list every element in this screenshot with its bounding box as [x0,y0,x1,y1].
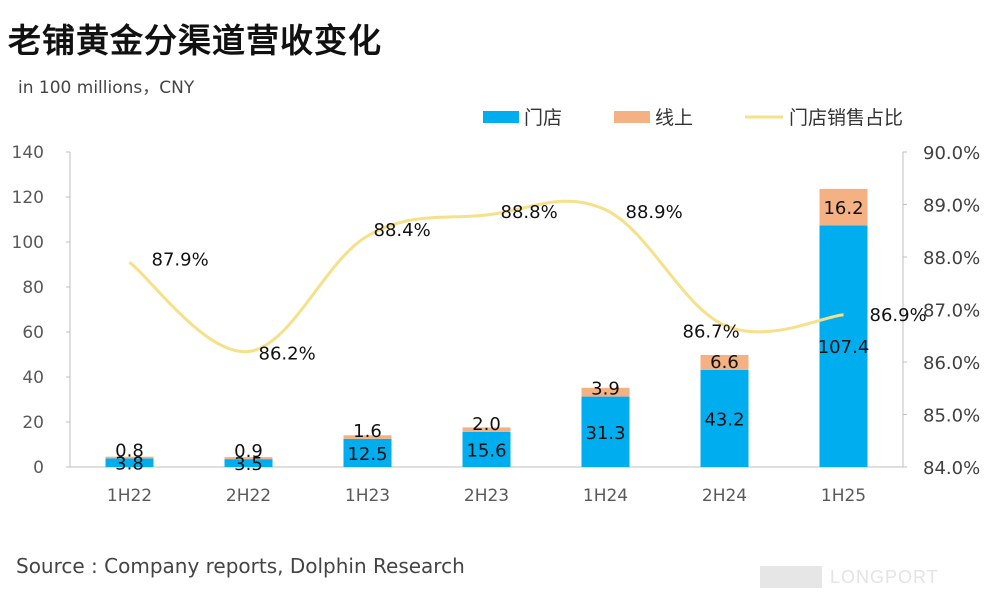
bar-online [819,188,868,226]
line-data-label: 86.9% [870,305,927,326]
y-right-tick-label: 85.0% [923,406,980,427]
line-data-label: 88.9% [626,202,683,223]
y-left-tick-label: 120 [12,188,44,208]
bar-label-online: 0.9 [234,441,263,462]
y-right-tick-label: 87.0% [923,301,980,322]
line-data-label: 88.8% [501,202,558,223]
y-left-tick-label: 100 [12,233,44,253]
bar-label-online: 0.8 [115,440,144,461]
y-right-tick-label: 86.0% [923,353,980,374]
bar-store [343,438,392,467]
bar-label-online: 16.2 [823,198,863,219]
y-left-tick-label: 0 [33,458,44,478]
source-note: Source : Company reports, Dolphin Resear… [16,554,465,578]
y-left-tick-label: 140 [12,143,44,163]
bar-label-store: 31.3 [585,423,625,444]
bar-label-store: 15.6 [466,440,506,461]
bar-store [105,458,154,467]
bar-label-store: 107.4 [818,337,870,358]
bar-label-online: 6.6 [710,352,739,373]
bar-online [224,457,273,460]
bar-online [462,427,511,432]
y-left-tick-label: 40 [22,368,44,388]
legend-swatch [483,111,519,123]
x-tick-label: 1H25 [821,486,866,506]
x-tick-label: 1H22 [107,486,152,506]
unit-subtitle: in 100 millions，CNY [18,78,195,98]
bar-label-online: 3.9 [591,379,620,400]
legend-label: 线上 [655,107,693,129]
y-right-tick-label: 90.0% [923,143,980,164]
line-data-label: 88.4% [374,220,431,241]
y-right-tick-label: 88.0% [923,248,980,269]
bar-online [105,456,154,459]
bar-label-store: 3.5 [234,454,263,475]
x-tick-label: 2H23 [464,486,509,506]
y-right-tick-label: 89.0% [923,196,980,217]
x-tick-label: 2H22 [226,486,271,506]
bar-label-online: 2.0 [472,414,501,435]
watermark-logo-icon [760,566,822,588]
legend-label: 门店销售占比 [789,107,903,129]
y-right-tick-label: 84.0% [923,458,980,479]
line-data-label: 86.7% [683,321,740,342]
x-tick-label: 1H23 [345,486,390,506]
bar-online [581,387,630,397]
legend-label: 门店 [524,107,562,129]
chart-title: 老铺黄金分渠道营收变化 [8,21,382,60]
bar-label-store: 43.2 [704,409,744,430]
bar-label-online: 1.6 [353,421,382,442]
y-left-tick-label: 60 [22,323,44,343]
watermark-text: LONGPORT [830,566,939,587]
bar-label-store: 12.5 [347,444,387,465]
watermark: LONGPORT [760,566,939,588]
bar-store [224,459,273,467]
x-tick-label: 2H24 [702,486,747,506]
bar-store [462,431,511,467]
line-data-label: 86.2% [259,344,316,365]
line-store-share [128,199,844,354]
line-data-label: 87.9% [152,249,209,270]
y-left-tick-label: 20 [22,413,44,433]
x-tick-label: 1H24 [583,486,628,506]
bar-online [343,435,392,439]
bar-online [700,354,749,370]
bar-store [819,225,868,467]
bar-store [700,369,749,467]
legend-swatch [614,111,650,123]
bar-label-store: 3.8 [115,454,144,475]
y-left-tick-label: 80 [22,278,44,298]
bar-store [581,396,630,467]
